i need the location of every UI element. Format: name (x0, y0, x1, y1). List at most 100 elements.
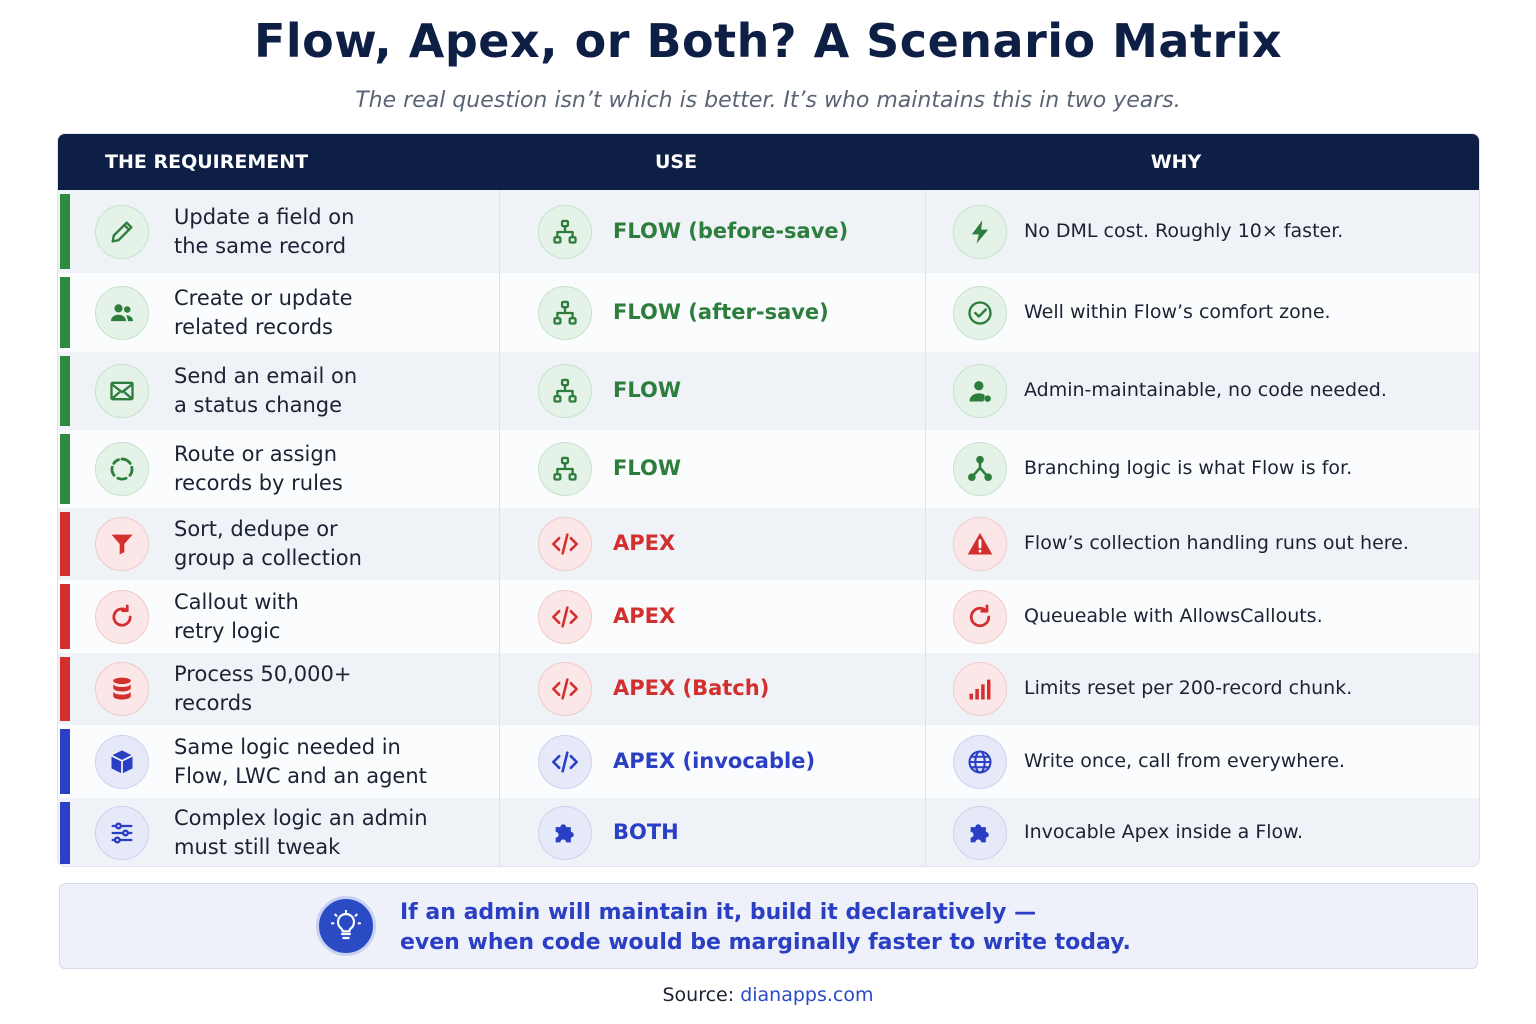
requirement-text: Route or assign records by rules (174, 440, 494, 498)
filter-icon (95, 517, 149, 571)
lightbulb-icon (316, 896, 376, 956)
table-row: Callout with retry logic APEX Queueable wit… (58, 580, 1479, 653)
takeaway-callout: If an admin will maintain it, build it d… (59, 883, 1478, 969)
use-label: APEX (Batch) (613, 676, 770, 700)
users-icon (95, 286, 149, 340)
requirement-line-2: the same record (174, 234, 347, 258)
code-icon (538, 590, 592, 644)
table-row: Send an email on a status change FLOW Admin… (58, 352, 1479, 430)
requirement-line-1: Route or assign (174, 442, 338, 466)
requirement-text: Create or update related records (174, 284, 494, 342)
requirement-text: Complex logic an admin must still tweak (174, 804, 494, 862)
admin-user-icon (953, 364, 1007, 418)
requirement-line-1: Create or update (174, 286, 353, 310)
cube-icon (95, 735, 149, 789)
use-label: FLOW (before-save) (613, 219, 849, 243)
requirement-text: Update a field on the same record (174, 203, 494, 261)
callout-line-2: even when code would be marginally faste… (400, 930, 1131, 955)
table-row: Update a field on the same record FLOW (be… (58, 190, 1479, 273)
category-bar (60, 356, 70, 426)
category-bar (60, 584, 70, 649)
requirement-text: Process 50,000+ records (174, 660, 494, 718)
source-line: Source: dianapps.com (0, 984, 1536, 1006)
why-text: Invocable Apex inside a Flow. (1024, 821, 1304, 843)
requirement-text: Callout with retry logic (174, 588, 494, 646)
table-row: Route or assign records by rules FLOW Branc… (58, 430, 1479, 508)
puzzle-icon (538, 806, 592, 860)
table-row: Complex logic an admin must still tweak BO… (58, 798, 1479, 866)
use-label: APEX (invocable) (613, 749, 816, 773)
code-icon (538, 517, 592, 571)
table-row: Same logic needed in Flow, LWC and an age… (58, 725, 1479, 798)
table-row: Create or update related records FLOW (aft… (58, 273, 1479, 352)
code-icon (538, 662, 592, 716)
envelope-icon (95, 364, 149, 418)
why-text: Queueable with AllowsCallouts. (1024, 605, 1323, 627)
category-bar (60, 277, 70, 348)
category-bar (60, 729, 70, 794)
requirement-line-1: Complex logic an admin (174, 806, 428, 830)
sliders-icon (95, 806, 149, 860)
refresh-icon (953, 590, 1007, 644)
requirement-text: Send an email on a status change (174, 362, 494, 420)
use-label: FLOW (613, 378, 681, 402)
requirement-line-1: Update a field on (174, 205, 355, 229)
requirement-line-1: Process 50,000+ (174, 662, 352, 686)
requirement-line-2: retry logic (174, 619, 281, 643)
requirement-line-1: Send an email on (174, 364, 358, 388)
requirement-line-2: related records (174, 315, 333, 339)
category-bar (60, 434, 70, 504)
pencil-icon (95, 205, 149, 259)
requirement-line-2: a status change (174, 393, 343, 417)
why-text: Limits reset per 200-record chunk. (1024, 677, 1353, 699)
scenario-matrix-table: THE REQUIREMENT USE WHY Update a field o… (57, 133, 1480, 867)
warning-icon (953, 517, 1007, 571)
globe-icon (953, 735, 1007, 789)
why-text: Branching logic is what Flow is for. (1024, 457, 1353, 479)
database-icon (95, 662, 149, 716)
source-link[interactable]: dianapps.com (740, 984, 874, 1006)
category-bar (60, 802, 70, 864)
why-text: Well within Flow’s comfort zone. (1024, 301, 1331, 323)
flow-hierarchy-icon (538, 364, 592, 418)
retry-icon (95, 590, 149, 644)
header-requirement: THE REQUIREMENT (105, 151, 309, 173)
requirement-line-2: records by rules (174, 471, 343, 495)
requirement-line-2: records (174, 691, 253, 715)
branch-icon (953, 442, 1007, 496)
header-use: USE (654, 151, 698, 173)
header-why: WHY (1150, 151, 1202, 173)
source-label: Source: (662, 984, 735, 1006)
route-cycle-icon (95, 442, 149, 496)
why-text: Admin-maintainable, no code needed. (1024, 379, 1387, 401)
check-circle-icon (953, 286, 1007, 340)
requirement-line-2: must still tweak (174, 835, 341, 859)
flow-hierarchy-icon (538, 286, 592, 340)
why-text: Write once, call from everywhere. (1024, 750, 1346, 772)
use-label: BOTH (613, 820, 679, 844)
column-divider (925, 190, 926, 866)
use-label: APEX (613, 604, 676, 628)
table-header: THE REQUIREMENT USE WHY (58, 134, 1479, 190)
requirement-line-1: Sort, dedupe or (174, 517, 338, 541)
use-label: FLOW (613, 456, 681, 480)
callout-text: If an admin will maintain it, build it d… (400, 898, 1131, 958)
requirement-line-2: Flow, LWC and an agent (174, 764, 427, 788)
puzzle-icon (953, 806, 1007, 860)
requirement-line-1: Callout with (174, 590, 299, 614)
requirement-line-1: Same logic needed in (174, 735, 401, 759)
flow-hierarchy-icon (538, 205, 592, 259)
table-row: Sort, dedupe or group a collection APEX Flo… (58, 508, 1479, 580)
lightning-icon (953, 205, 1007, 259)
use-label: FLOW (after-save) (613, 300, 829, 324)
callout-line-1: If an admin will maintain it, build it d… (400, 900, 1037, 925)
page-subtitle: The real question isn’t which is better.… (355, 88, 1181, 113)
bar-chart-icon (953, 662, 1007, 716)
requirement-text: Same logic needed in Flow, LWC and an age… (174, 733, 494, 791)
category-bar (60, 512, 70, 576)
flow-hierarchy-icon (538, 442, 592, 496)
requirement-text: Sort, dedupe or group a collection (174, 515, 494, 573)
page-title: Flow, Apex, or Both? A Scenario Matrix (253, 14, 1283, 68)
requirement-line-2: group a collection (174, 546, 362, 570)
category-bar (60, 657, 70, 721)
